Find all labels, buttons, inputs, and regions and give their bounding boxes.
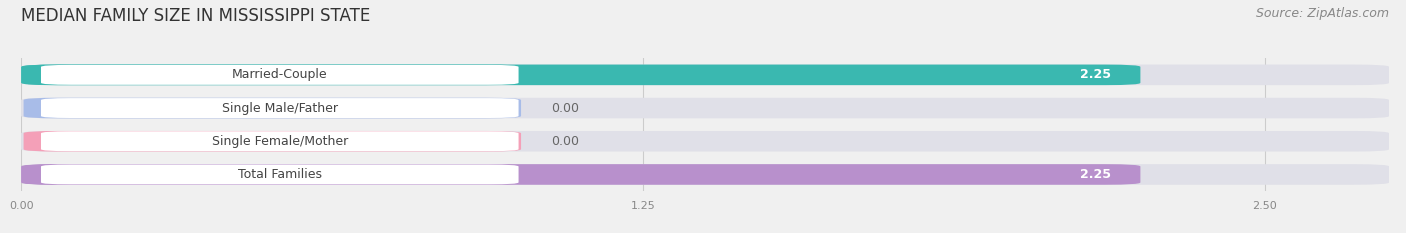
FancyBboxPatch shape (24, 65, 522, 85)
FancyBboxPatch shape (41, 98, 519, 118)
FancyBboxPatch shape (21, 98, 1389, 118)
Text: Single Male/Father: Single Male/Father (222, 102, 337, 115)
FancyBboxPatch shape (41, 65, 519, 85)
FancyBboxPatch shape (41, 164, 519, 185)
FancyBboxPatch shape (21, 65, 1389, 85)
FancyBboxPatch shape (21, 131, 1389, 151)
FancyBboxPatch shape (41, 131, 519, 151)
Text: 0.00: 0.00 (551, 102, 579, 115)
Text: 0.00: 0.00 (551, 135, 579, 148)
FancyBboxPatch shape (24, 98, 522, 118)
FancyBboxPatch shape (21, 164, 1140, 185)
Text: Married-Couple: Married-Couple (232, 68, 328, 81)
Text: Single Female/Mother: Single Female/Mother (212, 135, 347, 148)
Text: MEDIAN FAMILY SIZE IN MISSISSIPPI STATE: MEDIAN FAMILY SIZE IN MISSISSIPPI STATE (21, 7, 370, 25)
FancyBboxPatch shape (21, 65, 1140, 85)
FancyBboxPatch shape (21, 164, 1389, 185)
Text: Total Families: Total Families (238, 168, 322, 181)
FancyBboxPatch shape (24, 164, 522, 185)
Text: 2.25: 2.25 (1080, 168, 1111, 181)
Text: Source: ZipAtlas.com: Source: ZipAtlas.com (1256, 7, 1389, 20)
Text: 2.25: 2.25 (1080, 68, 1111, 81)
FancyBboxPatch shape (24, 131, 522, 151)
